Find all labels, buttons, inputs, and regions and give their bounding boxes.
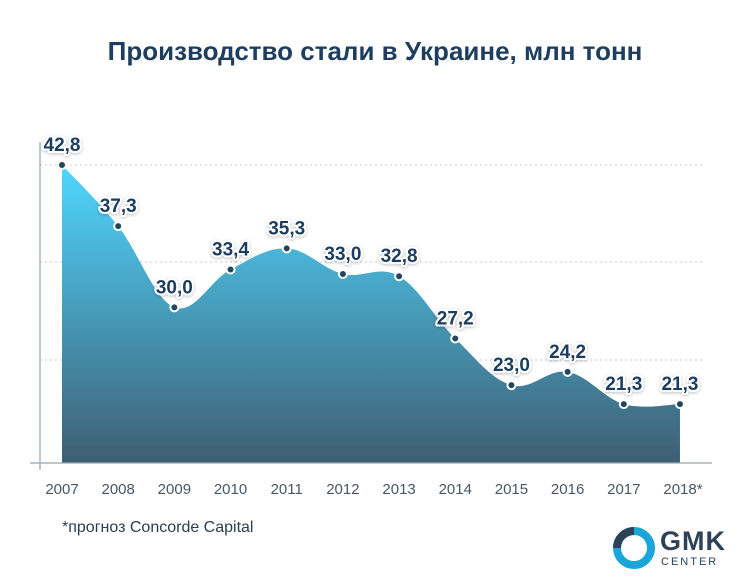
- x-tick-label: 2017: [607, 481, 640, 498]
- data-label: 27,2: [437, 308, 474, 329]
- data-point-marker: [169, 302, 180, 313]
- data-point-marker: [562, 366, 573, 377]
- data-point-marker: [506, 380, 517, 391]
- data-point-marker: [337, 268, 348, 279]
- logo-name: GMK: [660, 526, 726, 556]
- data-point-marker: [394, 271, 405, 282]
- data-label: 37,3: [100, 196, 137, 217]
- x-tick-label: 2008: [101, 481, 134, 498]
- data-label: 42,8: [44, 135, 81, 156]
- data-labels: 42,8 37,3 30,0 33,4 35,3 33,0 32,8 27,2 23,0 24,2…: [42, 133, 701, 397]
- x-tick-label: 2013: [382, 481, 415, 498]
- data-point-marker: [674, 399, 685, 410]
- data-point-marker: [450, 333, 461, 344]
- forecast-footnote: *прогноз Concorde Capital: [62, 519, 254, 536]
- gmk-center-logo: GMK CENTER: [612, 523, 742, 573]
- x-tick-label: 2007: [45, 481, 78, 498]
- data-points: [57, 160, 685, 410]
- logo-subtitle: CENTER: [661, 556, 719, 568]
- x-tick-labels: 2007 2008 2009 2010 2011 2012 2013 2014 2015 2016…: [45, 481, 702, 498]
- data-label: 21,3: [605, 374, 642, 395]
- data-label: 23,0: [493, 355, 530, 376]
- data-label: 35,3: [268, 218, 305, 239]
- data-point-marker: [618, 399, 629, 410]
- x-tick-label: 2010: [214, 481, 247, 498]
- area-series: [62, 165, 680, 463]
- chart-title: Производство стали в Украине, млн тонн: [107, 36, 643, 66]
- axes: [30, 142, 712, 470]
- x-tick-label: 2014: [439, 481, 472, 498]
- area-chart: 42,8 37,3 30,0 33,4 35,3 33,0 32,8 27,2 23,0 24,2…: [30, 133, 712, 498]
- x-tick-label: 2018*: [663, 481, 702, 498]
- x-tick-label: 2009: [158, 481, 191, 498]
- data-point-marker: [281, 243, 292, 254]
- x-tick-label: 2015: [495, 481, 528, 498]
- data-label: 21,3: [661, 374, 698, 395]
- data-point-marker: [57, 160, 67, 170]
- data-label: 33,0: [324, 244, 361, 265]
- data-point-marker: [225, 264, 236, 275]
- x-tick-label: 2016: [551, 481, 584, 498]
- data-label: 30,0: [156, 277, 193, 298]
- data-label: 32,8: [381, 246, 418, 267]
- x-tick-label: 2011: [271, 481, 303, 498]
- data-label: 33,4: [212, 240, 249, 261]
- gmk-logo-icon: [613, 527, 655, 569]
- x-tick-label: 2012: [326, 481, 359, 498]
- data-point-marker: [113, 221, 124, 232]
- data-label: 24,2: [549, 342, 586, 363]
